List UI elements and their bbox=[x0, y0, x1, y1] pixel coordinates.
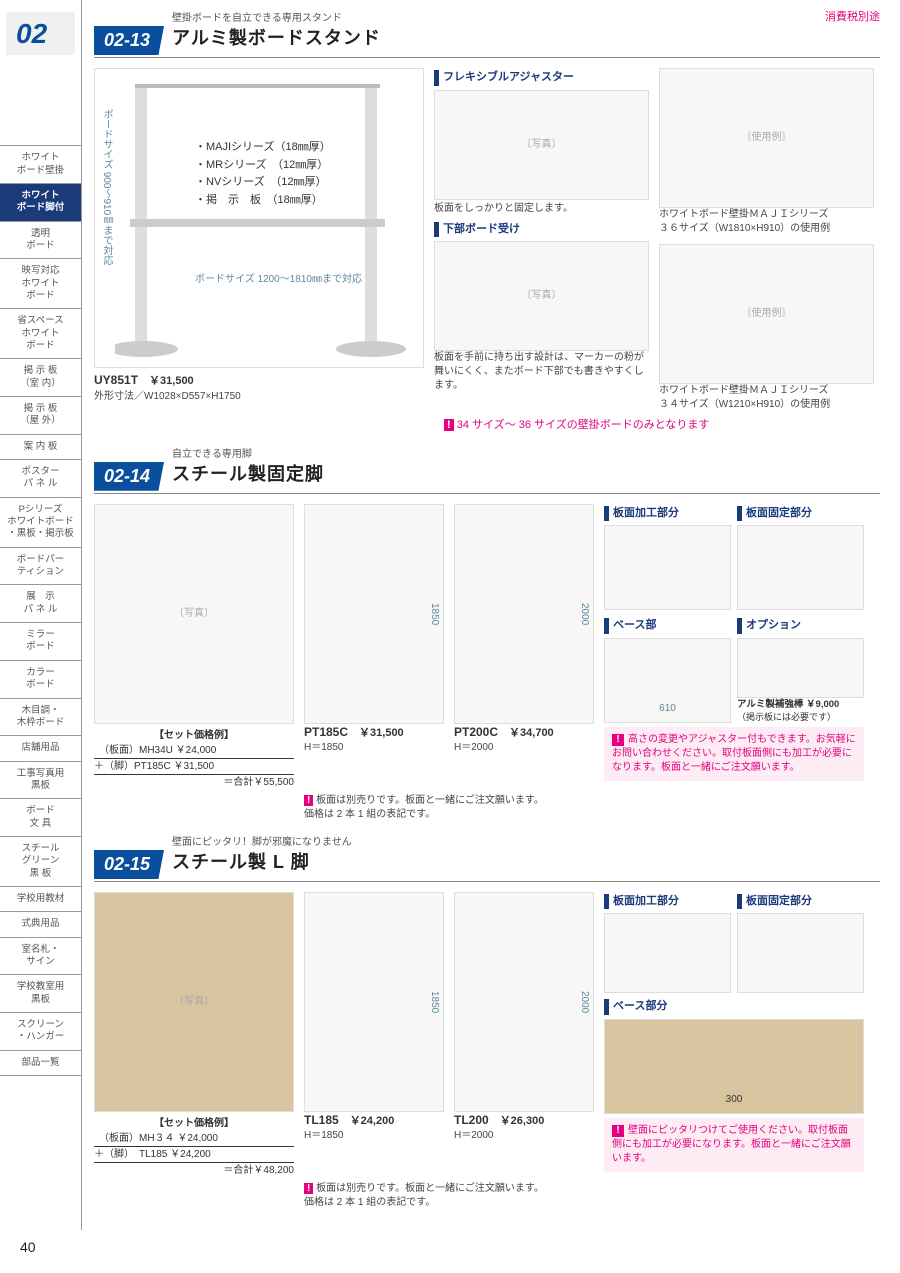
sidebar-item[interactable]: 映写対応 ホワイト ボード bbox=[0, 258, 81, 308]
sidebar-item[interactable]: 掲 示 板 （室 内） bbox=[0, 358, 81, 396]
product-photo: 〔写真〕 bbox=[94, 504, 294, 724]
sidebar-item[interactable]: スクリーン ・ハンガー bbox=[0, 1012, 81, 1050]
sidebar-item[interactable]: 学校教室用 黒板 bbox=[0, 974, 81, 1012]
sidebar-item[interactable]: 案 内 板 bbox=[0, 434, 81, 459]
sidebar-list: ホワイト ボード壁掛ホワイト ボード脚付透明 ボード映写対応 ホワイト ボード省… bbox=[0, 145, 81, 1076]
product-outline: 1850 bbox=[304, 504, 444, 724]
warning-note: 壁面にピッタリつけてご使用ください。取付板面側にも加工が必要になります。板面と一… bbox=[604, 1118, 864, 1172]
sidebar-item[interactable]: カラー ボード bbox=[0, 660, 81, 698]
page-number: 40 bbox=[20, 1238, 900, 1258]
section-tag: 02-15 bbox=[94, 850, 164, 879]
sidebar-item[interactable]: ホワイト ボード脚付 bbox=[0, 183, 81, 221]
sidebar: 02 ホワイト ボード壁掛ホワイト ボード脚付透明 ボード映写対応 ホワイト ボ… bbox=[0, 0, 82, 1230]
product-photo: 〔写真〕 bbox=[94, 892, 294, 1112]
section-tag: 02-14 bbox=[94, 462, 164, 491]
sidebar-item[interactable]: 木目調・ 木枠ボード bbox=[0, 698, 81, 736]
sidebar-item[interactable]: 展 示 パ ネ ル bbox=[0, 584, 81, 622]
sidebar-item[interactable]: ホワイト ボード壁掛 bbox=[0, 145, 81, 183]
product-outline: 1850 bbox=[304, 892, 444, 1112]
sidebar-item[interactable]: 部品一覧 bbox=[0, 1050, 81, 1076]
sidebar-item[interactable]: ボード 文 具 bbox=[0, 798, 81, 836]
detail-image: 〔写真〕 bbox=[434, 90, 649, 200]
section-tag: 02-13 bbox=[94, 26, 164, 55]
warning-note: 高さの変更やアジャスター付もできます。お気軽にお問い合わせください。取付板面側に… bbox=[604, 727, 864, 781]
product-diagram: ボードサイズ 900〜910㎜まで対応 ・MAJIシリーズ（18㎜厚）・MRシリ… bbox=[94, 68, 424, 368]
sidebar-item[interactable]: 店舗用品 bbox=[0, 735, 81, 760]
example-image: 〔使用例〕 bbox=[659, 244, 874, 384]
sidebar-item[interactable]: Pシリーズ ホワイトボード ・黒板・掲示板 bbox=[0, 497, 81, 547]
sidebar-item[interactable]: 省スペース ホワイト ボード bbox=[0, 308, 81, 358]
tax-note: 消費税別途 bbox=[825, 10, 880, 25]
example-image: 〔使用例〕 bbox=[659, 68, 874, 208]
sidebar-item[interactable]: 学校用教材 bbox=[0, 886, 81, 911]
chapter-badge: 02 bbox=[6, 12, 75, 55]
sidebar-item[interactable]: ボードパー ティション bbox=[0, 547, 81, 585]
sidebar-item[interactable]: ミラー ボード bbox=[0, 622, 81, 660]
detail-image: 〔写真〕 bbox=[434, 241, 649, 351]
sidebar-item[interactable]: 式典用品 bbox=[0, 911, 81, 936]
sidebar-item[interactable]: 室名札・ サイン bbox=[0, 937, 81, 975]
main-content: 消費税別途 02-13 壁掛ボードを自立できる専用スタンド アルミ製ボードスタン… bbox=[82, 0, 900, 1230]
sidebar-item[interactable]: 掲 示 板 （屋 外） bbox=[0, 396, 81, 434]
sidebar-item[interactable]: 工事写真用 黒板 bbox=[0, 761, 81, 799]
sidebar-item[interactable]: ポスター パ ネ ル bbox=[0, 459, 81, 497]
sidebar-item[interactable]: スチール グリーン 黒 板 bbox=[0, 836, 81, 886]
sidebar-item[interactable]: 透明 ボード bbox=[0, 221, 81, 259]
product-outline: 2000 bbox=[454, 892, 594, 1112]
product-outline: 2000 bbox=[454, 504, 594, 724]
